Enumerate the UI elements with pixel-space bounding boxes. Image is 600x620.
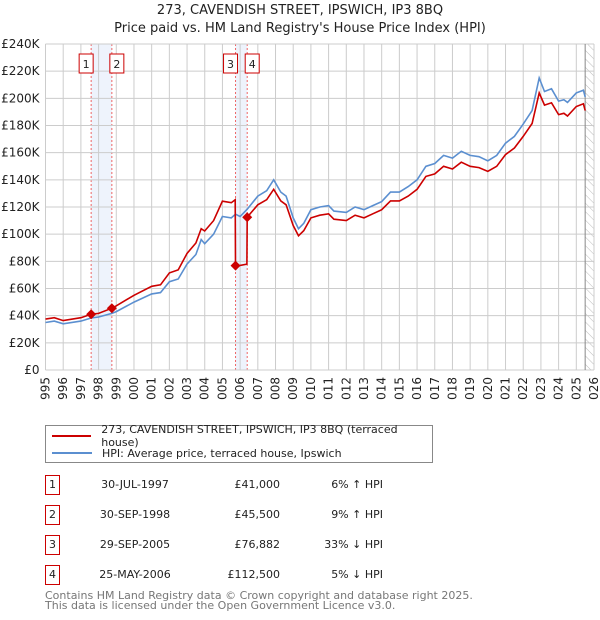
y-tick-label: £60K	[9, 282, 41, 296]
transaction-row: 4 25-MAY-2006 £112,500 5% ↓ HPI	[45, 565, 465, 585]
hpi-line	[45, 75, 586, 325]
x-tick-label: 2003	[180, 377, 194, 400]
x-tick-label: 2005	[215, 377, 229, 400]
y-tick-label: £100K	[1, 227, 41, 241]
legend: 273, CAVENDISH STREET, IPSWICH, IP3 8BQ …	[45, 423, 433, 463]
y-tick-label: £160K	[1, 146, 41, 160]
transaction-price: £45,500	[234, 508, 281, 521]
x-tick-label: 2007	[251, 377, 265, 400]
x-tick-label: 1996	[56, 377, 70, 400]
legend-swatch-hpi	[52, 452, 92, 454]
y-tick-label: £220K	[1, 64, 41, 78]
transaction-price: £76,882	[234, 538, 281, 551]
transaction-price: £41,000	[234, 478, 281, 491]
x-tick-label: 2026	[587, 377, 600, 400]
sale-marker-box	[244, 53, 260, 74]
sale-marker-box	[78, 53, 94, 74]
x-tick-label: 2009	[286, 377, 300, 400]
x-tick-label: 2008	[269, 377, 283, 400]
sale-marker-box	[109, 53, 125, 74]
x-tick-label: 2012	[339, 377, 353, 400]
x-tick-label: 2001	[145, 377, 159, 400]
y-tick-label: £0	[24, 363, 39, 377]
sale-marker-label: 4	[249, 58, 256, 71]
x-tick-label: 2021	[499, 377, 513, 400]
transaction-price: £112,500	[227, 568, 281, 581]
x-tick-label: 2006	[233, 377, 247, 400]
x-tick-label: 2020	[481, 377, 495, 400]
sale-marker-label: 3	[227, 58, 234, 71]
x-tick-label: 2013	[357, 377, 371, 400]
legend-label-hpi: HPI: Average price, terraced house, Ipsw…	[102, 446, 342, 460]
sale-marker-label: 2	[113, 58, 120, 71]
y-tick-label: £120K	[1, 200, 41, 214]
property-price-line	[45, 90, 586, 322]
x-tick-label: 2016	[410, 377, 424, 400]
sale-point	[242, 212, 253, 223]
y-tick-label: £40K	[9, 309, 41, 323]
y-tick-label: £200K	[1, 91, 41, 105]
transaction-date: 30-JUL-1997	[101, 478, 169, 491]
x-tick-label: 2022	[516, 377, 530, 400]
y-tick-label: £180K	[1, 119, 41, 133]
transaction-hpi-diff: 5% ↓ HPI	[331, 568, 383, 581]
x-tick-label: 1999	[109, 377, 123, 400]
x-tick-label: 1995	[39, 377, 53, 400]
transaction-date: 25-MAY-2006	[99, 568, 171, 581]
x-tick-label: 2011	[322, 377, 336, 400]
transaction-hpi-diff: 33% ↓ HPI	[324, 538, 383, 551]
sale-point	[106, 303, 117, 314]
x-tick-label: 2004	[198, 377, 212, 400]
transaction-hpi-diff: 6% ↑ HPI	[331, 478, 383, 491]
x-tick-label: 2002	[162, 377, 176, 400]
footer-copyright: Contains HM Land Registry data © Crown c…	[45, 589, 473, 602]
transaction-marker: 1	[45, 475, 60, 495]
x-tick-label: 2025	[569, 377, 583, 400]
x-tick-label: 1998	[92, 377, 106, 400]
transaction-marker: 3	[45, 535, 60, 555]
x-tick-label: 2000	[127, 377, 141, 400]
chart-title: 273, CAVENDISH STREET, IPSWICH, IP3 8BQ	[156, 3, 444, 18]
x-tick-label: 2015	[392, 377, 406, 400]
transaction-row: 1 30-JUL-1997 £41,000 6% ↑ HPI	[45, 475, 465, 495]
price-chart: £0 £20K £40K £60K £80K £100K £120K £140K £160K £1…	[1, 37, 600, 400]
sale-marker-label: 1	[83, 58, 90, 71]
transaction-date: 30-SEP-1998	[99, 508, 171, 521]
sale-point	[86, 309, 97, 320]
y-tick-label: £20K	[9, 336, 41, 350]
sale-point	[230, 260, 241, 271]
x-tick-label: 2024	[552, 377, 566, 400]
y-tick-label: £140K	[1, 173, 41, 187]
x-tick-label: 2018	[445, 377, 459, 400]
transaction-row: 3 29-SEP-2005 £76,882 33% ↓ HPI	[45, 535, 465, 555]
legend-swatch-property	[52, 435, 92, 437]
x-tick-label: 2017	[428, 377, 442, 400]
transaction-marker: 2	[45, 505, 60, 525]
y-tick-label: £240K	[1, 37, 41, 51]
legend-label-property: 273, CAVENDISH STREET, IPSWICH, IP3 8BQ …	[101, 423, 398, 449]
x-tick-label: 2019	[463, 377, 477, 400]
chart-subtitle: Price paid vs. HM Land Registry's House …	[114, 21, 486, 36]
transaction-marker: 4	[45, 565, 60, 585]
x-tick-label: 2010	[304, 377, 318, 400]
footer-licence: This data is licensed under the Open Gov…	[45, 599, 396, 612]
x-tick-label: 2023	[534, 377, 548, 400]
x-tick-label: 2014	[375, 377, 389, 400]
transaction-row: 2 30-SEP-1998 £45,500 9% ↑ HPI	[45, 505, 465, 525]
legend-item-property: 273, CAVENDISH STREET, IPSWICH, IP3 8BQ …	[46, 423, 432, 449]
y-tick-label: £80K	[9, 254, 41, 268]
transaction-hpi-diff: 9% ↑ HPI	[331, 508, 383, 521]
sale-marker-box	[223, 53, 239, 74]
transaction-date: 29-SEP-2005	[99, 538, 171, 551]
x-tick-label: 1997	[74, 377, 88, 400]
legend-item-hpi: HPI: Average price, terraced house, Ipsw…	[46, 445, 342, 461]
